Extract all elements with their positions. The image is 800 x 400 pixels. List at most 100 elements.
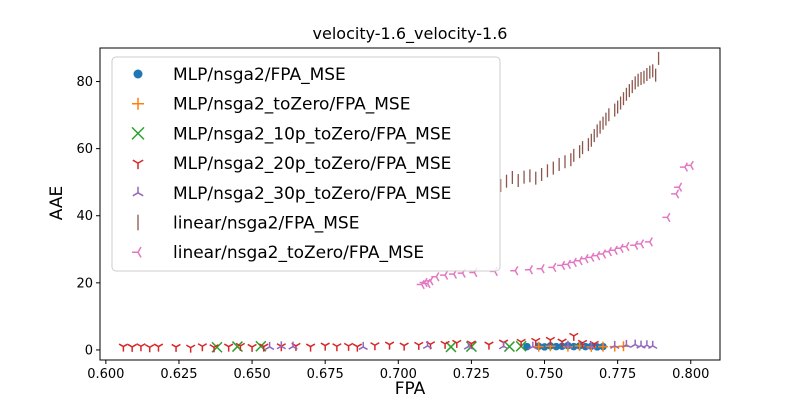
series-6	[500, 51, 660, 193]
legend-label-5: MLP/nsga2_30p_toZero/FPA_MSE	[173, 184, 451, 204]
point-s3-6	[503, 341, 515, 353]
point-s5-5	[422, 340, 433, 350]
point-s7-15	[557, 260, 566, 271]
point-s5-4	[358, 341, 368, 351]
x-tick-label-9: 0.800	[672, 367, 709, 382]
point-s4-17	[320, 342, 330, 351]
point-s7-5	[431, 272, 440, 282]
legend-label-3: MLP/nsga2_10p_toZero/FPA_MSE	[173, 124, 451, 144]
point-s1-5	[552, 342, 560, 351]
point-s5-12	[621, 339, 632, 349]
legend-marker-1	[133, 69, 143, 79]
point-s4-23	[399, 342, 409, 351]
point-s5-11	[610, 340, 620, 350]
point-s7-25	[615, 243, 624, 253]
point-s4-24	[414, 341, 424, 350]
y-tick-label-3: 40	[76, 209, 93, 224]
point-s4-11	[235, 342, 246, 351]
point-s4-29	[484, 341, 494, 350]
point-s4-16	[305, 343, 316, 352]
point-s7-26	[621, 241, 630, 252]
point-s4-5	[153, 343, 164, 352]
point-s7-31	[671, 189, 680, 199]
point-s7-28	[636, 239, 645, 249]
point-s4-9	[209, 344, 219, 353]
legend-marker-5	[132, 186, 144, 197]
point-s7-18	[574, 255, 583, 266]
point-s5-8	[528, 341, 538, 350]
point-s4-1	[118, 343, 129, 352]
point-s7-19	[580, 253, 589, 264]
point-s2-6	[598, 341, 609, 352]
point-s4-2	[127, 343, 137, 352]
point-s4-35	[569, 332, 579, 341]
point-s4-34	[557, 338, 567, 347]
point-s5-10	[586, 341, 597, 350]
point-s4-20	[352, 343, 363, 352]
point-s4-6	[171, 343, 181, 352]
y-tick-label-4: 60	[76, 142, 93, 157]
point-s4-32	[531, 337, 541, 346]
legend-label-4: MLP/nsga2_20p_toZero/FPA_MSE	[173, 154, 451, 174]
series-3	[211, 340, 527, 353]
x-tick-label-7: 0.750	[526, 367, 563, 382]
x-tick-label-3: 0.650	[233, 367, 270, 382]
legend-label-6: linear/nsga2/FPA_MSE	[173, 214, 359, 234]
point-s4-4	[145, 344, 155, 353]
legend-marker-7	[132, 246, 142, 258]
legend-marker-4	[132, 159, 144, 170]
point-s5-7	[498, 341, 509, 350]
point-s5-15	[642, 340, 652, 349]
series-7	[416, 160, 694, 290]
legend-marker-3	[131, 126, 145, 140]
point-s5-3	[288, 341, 298, 350]
y-tick-label-2: 20	[76, 276, 93, 291]
point-s4-8	[197, 343, 208, 352]
legend-label-2: MLP/nsga2_toZero/FPA_MSE	[173, 95, 410, 115]
point-s5-6	[463, 341, 474, 350]
y-axis-label: AAE	[47, 186, 67, 220]
point-s4-18	[332, 343, 342, 352]
point-s7-6	[440, 270, 449, 280]
legend-label-7: linear/nsga2_toZero/FPA_MSE	[173, 243, 424, 263]
point-s5-9	[563, 340, 573, 349]
x-tick-label-4: 0.675	[307, 367, 344, 382]
y-tick-label-1: 0	[85, 343, 93, 358]
point-s7-14	[548, 262, 557, 273]
point-s4-21	[370, 342, 380, 351]
x-tick-label-2: 0.625	[160, 367, 197, 382]
point-s7-27	[630, 240, 639, 250]
point-s7-29	[644, 237, 653, 247]
point-s7-17	[568, 257, 577, 268]
point-s7-32	[674, 182, 683, 192]
point-s4-10	[223, 343, 234, 352]
y-tick-label-5: 80	[76, 75, 93, 90]
point-s4-22	[384, 341, 395, 350]
chart-title: velocity-1.6_velocity-1.6	[313, 24, 508, 44]
point-s3-4	[445, 341, 457, 353]
x-tick-label-5: 0.700	[380, 367, 417, 382]
x-tick-label-1: 0.600	[87, 367, 124, 382]
x-axis-label: FPA	[395, 379, 426, 399]
axes: 0.600 0.625 0.650 0.675 0.700 0.725 0.750 0.775…	[76, 47, 721, 382]
point-s1-3	[540, 343, 549, 351]
plot-frame	[99, 47, 721, 361]
point-s5-1	[264, 341, 275, 351]
legend-label-1: MLP/nsga2/FPA_MSE	[173, 65, 346, 85]
x-tick-label-8: 0.775	[599, 367, 636, 382]
point-s5-16	[648, 340, 658, 350]
point-s7-30	[662, 212, 671, 223]
legend: MLP/nsga2/FPA_MSE MLP/nsga2_toZero/FPA_MS…	[111, 56, 501, 272]
point-s4-3	[136, 343, 146, 352]
point-s5-2	[276, 341, 287, 350]
point-s5-13	[630, 339, 640, 348]
point-s4-13	[259, 343, 269, 352]
point-s7-12	[524, 265, 534, 275]
point-s4-19	[343, 342, 354, 351]
point-s2-1	[533, 341, 544, 352]
point-s7-23	[603, 246, 613, 257]
data-marks	[118, 51, 694, 353]
legend-marker-2	[132, 97, 144, 110]
point-s7-2	[419, 277, 428, 288]
series-5	[264, 339, 658, 351]
